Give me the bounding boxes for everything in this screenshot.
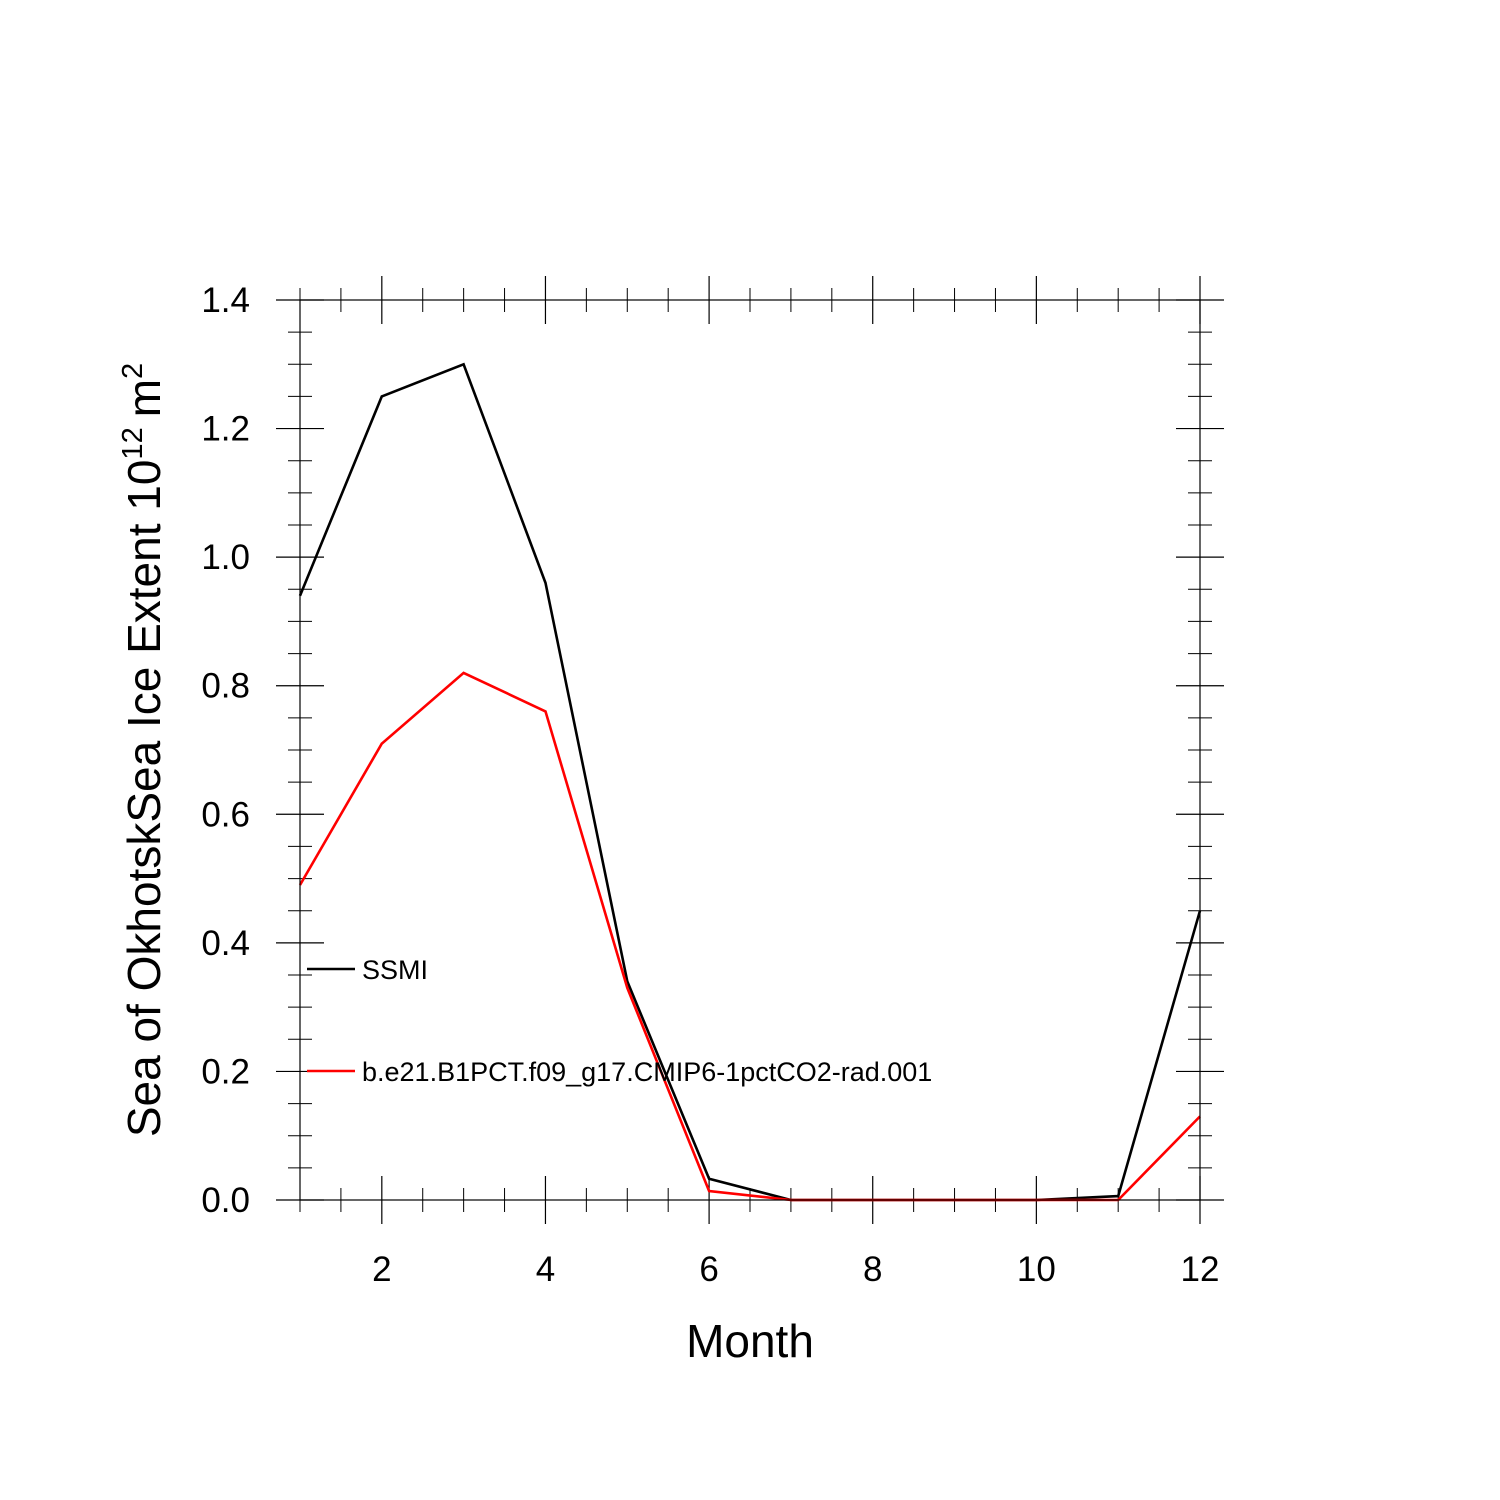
y-axis-title-main: Sea of OkhotskSea Ice Extent 10 <box>118 460 170 1138</box>
y-tick-label: 0.6 <box>201 795 250 834</box>
legend-label: b.e21.B1PCT.f09_g17.CMIP6-1pctCO2-rad.00… <box>362 1057 932 1087</box>
y-tick-label: 1.2 <box>201 410 250 449</box>
x-axis-title: Month <box>686 1315 814 1367</box>
x-tick-label: 12 <box>1181 1250 1220 1289</box>
y-axis-title: Sea of OkhotskSea Ice Extent 1012 m2 <box>117 363 170 1137</box>
plot-frame <box>299 299 1201 1201</box>
legend: SSMI b.e21.B1PCT.f09_g17.CMIP6-1pctCO2-ra… <box>307 955 932 1087</box>
x-tick-label: 4 <box>536 1250 555 1289</box>
y-tick-label: 1.0 <box>201 538 250 577</box>
x-tick-labels: 2 4 6 8 10 12 <box>372 1250 1219 1289</box>
y-axis-title-unit: m <box>118 379 170 417</box>
y-tick-label: 0.2 <box>201 1052 250 1091</box>
y-axis-title-unit-exponent: 2 <box>117 363 149 379</box>
x-tick-label: 10 <box>1017 1250 1056 1289</box>
legend-label: SSMI <box>362 955 428 985</box>
y-tick-label: 1.4 <box>201 281 250 320</box>
x-tick-label: 6 <box>699 1250 718 1289</box>
x-tick-label: 8 <box>863 1250 882 1289</box>
y-axis-title-exponent: 12 <box>117 427 149 459</box>
y-tick-label: 0.4 <box>201 924 250 963</box>
y-tick-label: 0.0 <box>201 1181 250 1220</box>
y-tick-label: 0.8 <box>201 667 250 706</box>
y-tick-labels: 0.0 0.2 0.4 0.6 0.8 1.0 1.2 1.4 <box>201 281 250 1220</box>
x-tick-label: 2 <box>372 1250 391 1289</box>
